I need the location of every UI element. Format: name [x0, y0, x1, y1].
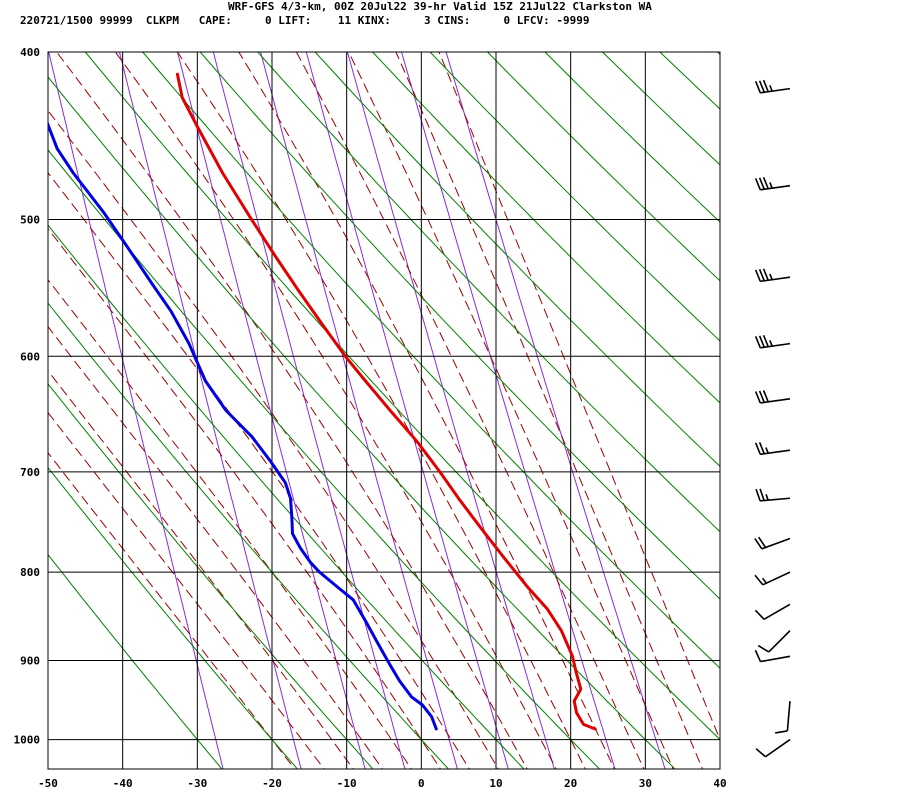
wind-barb — [754, 176, 791, 191]
dry-adiabat — [48, 553, 223, 769]
wind-barb — [754, 603, 791, 620]
chart-grid — [47, 51, 721, 770]
x-tick-label: -40 — [113, 777, 133, 790]
x-tick-label: 30 — [639, 777, 652, 790]
x-tick-label: 40 — [713, 777, 726, 790]
y-tick-label: 1000 — [14, 734, 41, 747]
dry-adiabat — [601, 52, 720, 166]
dry-adiabat — [716, 52, 720, 56]
dry-adiabat — [48, 302, 450, 769]
moist-adiabat — [48, 109, 499, 769]
dry-adiabat — [314, 52, 720, 468]
moist-adiabat — [48, 227, 442, 769]
y-tick-label: 500 — [20, 213, 40, 226]
dry-adiabat — [371, 52, 720, 404]
moist-adiabat — [56, 52, 528, 769]
y-tick-label: 600 — [20, 350, 40, 363]
x-tick-label: 0 — [418, 777, 425, 790]
wind-barb — [754, 571, 791, 586]
mixing-ratio-line — [176, 52, 366, 769]
sounding-series — [48, 72, 597, 731]
moist-adiabats — [48, 52, 720, 769]
dry-adiabat — [48, 76, 676, 769]
dry-adiabat — [486, 52, 720, 282]
dry-adiabat — [84, 52, 720, 741]
y-tick-label: 400 — [20, 46, 40, 59]
dry-adiabat — [659, 52, 720, 110]
moist-adiabat — [48, 325, 384, 769]
y-tick-label: 800 — [20, 566, 40, 579]
moist-adiabat — [438, 52, 720, 741]
mixing-ratio-line — [260, 52, 458, 769]
moist-adiabat — [114, 52, 557, 769]
dry-adiabat — [142, 52, 720, 669]
wind-barb — [755, 488, 791, 502]
x-tick-label: 10 — [489, 777, 502, 790]
moist-adiabat — [48, 451, 296, 769]
x-tick-label: -50 — [38, 777, 58, 790]
moist-adiabat — [48, 411, 325, 769]
stability-indices: 220721/1500 99999 CLKPM CAPE: 0 LIFT: 11… — [20, 14, 590, 27]
temperature-line — [175, 72, 597, 731]
x-tick-label: -30 — [187, 777, 207, 790]
wind-barb — [757, 630, 791, 653]
moist-adiabat — [48, 278, 413, 769]
moist-adiabat — [395, 52, 704, 769]
moist-adiabat — [238, 52, 616, 769]
dry-adiabat — [48, 383, 374, 769]
wind-barb — [754, 334, 791, 349]
dewpoint-line — [48, 120, 438, 731]
wind-barb — [754, 442, 791, 456]
dry-adiabat — [733, 14, 900, 777]
mixing-ratio-line — [400, 52, 616, 769]
chart-title: WRF-GFS 4/3-km, 00Z 20Jul22 39-hr Valid … — [228, 0, 652, 13]
wind-barb — [754, 536, 791, 550]
dry-adiabat — [790, 14, 900, 777]
wind-barb — [754, 268, 791, 283]
wind-barb — [775, 701, 791, 734]
x-tick-label: 20 — [564, 777, 577, 790]
moist-adiabat — [48, 369, 354, 769]
dry-adiabats — [48, 14, 900, 777]
dry-adiabat — [48, 466, 299, 769]
dry-adiabat — [48, 149, 601, 769]
y-tick-label: 700 — [20, 466, 40, 479]
dry-adiabat — [257, 52, 720, 533]
dry-adiabat — [429, 52, 720, 342]
y-tick-label: 900 — [20, 655, 40, 668]
dry-adiabat — [199, 52, 720, 600]
wind-barb — [754, 79, 791, 94]
axis-ticks: -50 -40 -30 -20 -10 0 10 20 30 40 400 500 600 700 800 9… — [14, 46, 727, 790]
wind-barb — [755, 738, 791, 758]
x-tick-label: -10 — [337, 777, 357, 790]
wind-barb — [754, 649, 791, 663]
moist-adiabat — [295, 52, 645, 769]
x-tick-label: -20 — [262, 777, 282, 790]
dry-adiabat — [544, 52, 720, 223]
wind-barb — [754, 390, 791, 404]
wind-barbs — [754, 79, 791, 758]
moist-adiabat — [48, 171, 470, 769]
mixing-ratio-line — [305, 52, 509, 769]
dry-adiabat — [48, 224, 525, 769]
moist-adiabat — [348, 52, 674, 769]
